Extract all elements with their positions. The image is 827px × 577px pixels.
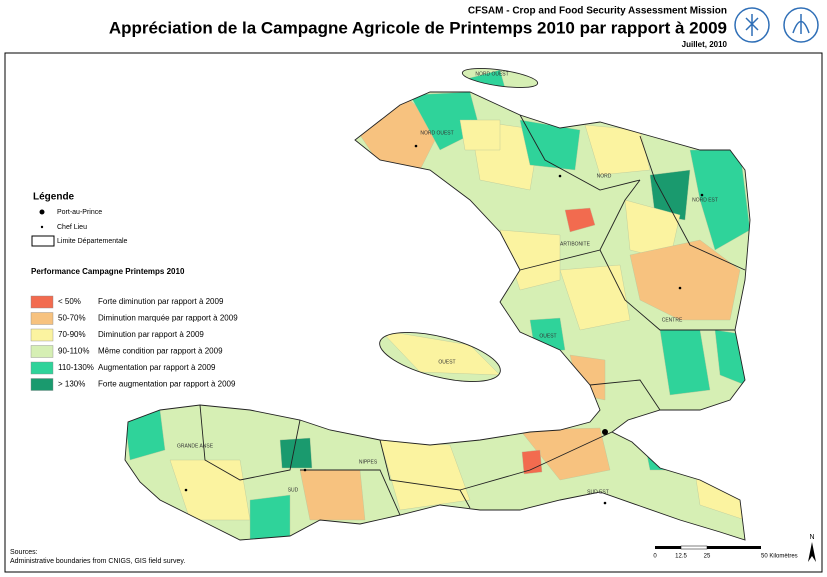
date: Juillet, 2010 <box>682 40 728 49</box>
department-label: GRANDE ANSE <box>177 443 214 449</box>
legend-description: Diminution marquée par rapport à 2009 <box>98 314 238 323</box>
fao-logo <box>734 7 770 43</box>
performance-title: Performance Campagne Printemps 2010 <box>31 267 185 276</box>
department-label: CENTRE <box>662 317 683 323</box>
capital-point <box>602 429 608 435</box>
legend-swatch <box>30 345 54 358</box>
sources-title: Sources: <box>10 549 38 556</box>
legend: Légende Port-au-Prince Chef Lieu Limite … <box>30 192 238 391</box>
legend-description: Diminution par rapport à 2009 <box>98 330 204 339</box>
legend-swatch <box>30 295 54 309</box>
region-patch <box>299 469 366 521</box>
title: Appréciation de la Campagne Agricole de … <box>109 18 727 37</box>
department-label: NORD <box>597 173 612 179</box>
region-patch <box>459 119 501 151</box>
department-label: NORD OUEST <box>420 130 453 136</box>
legend-range: 50-70% <box>58 314 86 323</box>
legend-swatch <box>30 328 54 342</box>
legend-swatch <box>30 378 54 391</box>
department-label: OUEST <box>539 333 556 339</box>
region-patch <box>629 239 741 321</box>
department-label: SUD EST <box>587 489 609 495</box>
legend-range: 90-110% <box>58 347 89 356</box>
legend-swatch <box>30 312 54 325</box>
region-patch <box>249 494 291 540</box>
department-boundaries <box>124 68 751 541</box>
legend-capital: Port-au-Prince <box>57 209 102 216</box>
department-labels: NORD OUEST NORD OUEST NORD NORD EST ARTI… <box>177 71 718 495</box>
scale-label: 0 <box>653 554 657 560</box>
region-patch <box>279 437 313 469</box>
department-label: ARTIBONITE <box>560 241 591 247</box>
legend-boundary: Limite Départementale <box>57 238 128 245</box>
legend-description: Forte diminution par rapport à 2009 <box>98 297 224 306</box>
scale-label: 50 Kilomètres <box>761 554 798 560</box>
legend-range: < 50% <box>58 297 81 306</box>
mission: CFSAM - Crop and Food Security Assessmen… <box>468 6 727 17</box>
legend-title: Légende <box>33 192 75 203</box>
department-label: SUD <box>288 487 299 493</box>
legend-description: Même condition par rapport à 2009 <box>98 347 223 356</box>
region-patch <box>521 449 543 475</box>
scale-bar: 0 12.5 25 50 Kilomètres <box>653 545 798 560</box>
legend-description: Forte augmentation par rapport à 2009 <box>98 380 236 389</box>
legend-range: > 130% <box>58 380 85 389</box>
department-label: NORD OUEST <box>475 71 508 77</box>
scale-label: 25 <box>704 554 711 560</box>
legend-swatch <box>30 361 54 375</box>
legend-chef-lieu: Chef Lieu <box>57 224 87 231</box>
region-patch <box>564 207 596 233</box>
department-label: NIPPES <box>359 459 378 465</box>
wfp-logo <box>783 7 819 43</box>
legend-range: 70-90% <box>58 330 86 339</box>
header <box>0 0 827 52</box>
region-patch <box>649 169 691 221</box>
north-arrow <box>808 542 816 562</box>
north-label: N <box>809 534 814 541</box>
sources-text: Administrative boundaries from CNIGS, GI… <box>10 558 185 565</box>
legend-description: Augmentation par rapport à 2009 <box>98 363 216 372</box>
chef-lieu-points <box>184 144 704 505</box>
scale-label: 12.5 <box>675 554 687 560</box>
region-patch <box>559 264 631 331</box>
legend-range: 110-130% <box>58 363 94 372</box>
department-label: NORD EST <box>692 197 718 203</box>
department-label: OUEST <box>438 359 455 365</box>
